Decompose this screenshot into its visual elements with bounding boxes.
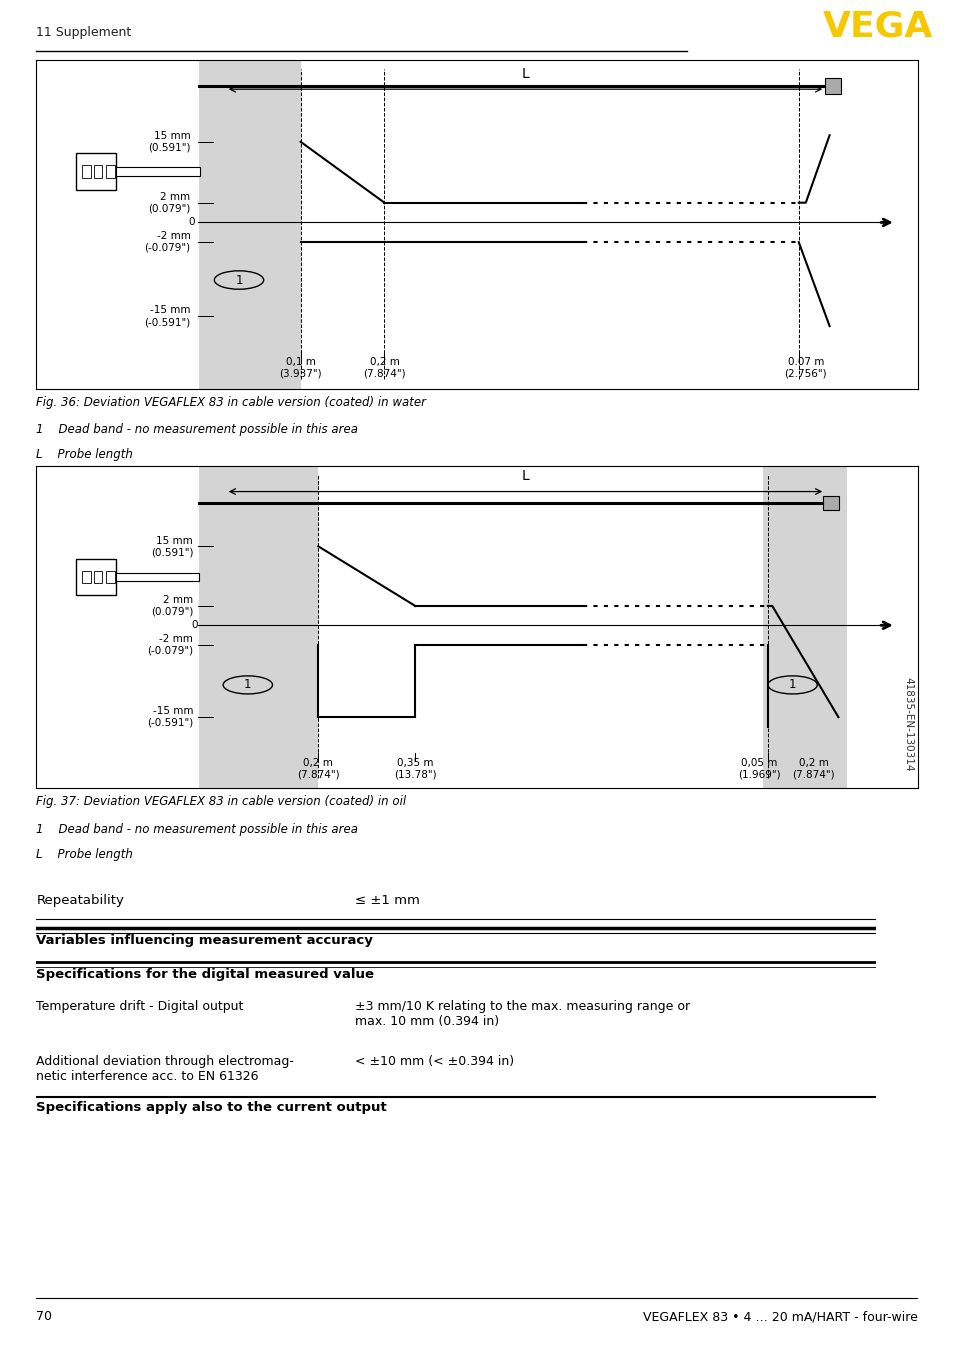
Text: -15 mm
(-0.591"): -15 mm (-0.591")	[147, 707, 193, 728]
Text: Variables influencing measurement accuracy: Variables influencing measurement accura…	[36, 934, 373, 948]
Text: < ±10 mm (< ±0.394 in): < ±10 mm (< ±0.394 in)	[355, 1055, 514, 1067]
Bar	[824, 77, 841, 95]
Text: 41835-EN-130314: 41835-EN-130314	[902, 677, 912, 772]
Text: 0,2 m
(7.874"): 0,2 m (7.874")	[363, 357, 405, 379]
Text: Temperature drift - Digital output: Temperature drift - Digital output	[36, 999, 243, 1013]
Text: 1    Dead band - no measurement possible in this area: 1 Dead band - no measurement possible in…	[36, 823, 358, 835]
Bar	[82, 165, 91, 177]
Bar	[762, 466, 846, 788]
Text: 0.07 m
(2.756"): 0.07 m (2.756")	[783, 357, 826, 379]
Text: Fig. 37: Deviation VEGAFLEX 83 in cable version (coated) in oil: Fig. 37: Deviation VEGAFLEX 83 in cable …	[36, 795, 406, 808]
Text: Additional deviation through electromag-
netic interference acc. to EN 61326: Additional deviation through electromag-…	[36, 1055, 294, 1083]
Text: 1    Dead band - no measurement possible in this area: 1 Dead band - no measurement possible in…	[36, 422, 358, 436]
Text: Fig. 36: Deviation VEGAFLEX 83 in cable version (coated) in water: Fig. 36: Deviation VEGAFLEX 83 in cable …	[36, 395, 426, 409]
Bar	[116, 573, 199, 581]
Text: Specifications for the digital measured value: Specifications for the digital measured …	[36, 968, 374, 980]
Text: 0,2 m
(7.874"): 0,2 m (7.874")	[296, 758, 339, 780]
Text: 0: 0	[189, 218, 194, 227]
Text: VEGAFLEX 83 • 4 … 20 mA/HART - four-wire: VEGAFLEX 83 • 4 … 20 mA/HART - four-wire	[642, 1311, 917, 1323]
Text: 70: 70	[36, 1311, 52, 1323]
Text: 0,2 m
(7.874"): 0,2 m (7.874")	[792, 758, 834, 780]
Text: -15 mm
(-0.591"): -15 mm (-0.591")	[144, 306, 191, 328]
Text: 1: 1	[235, 274, 242, 287]
Text: 1: 1	[244, 678, 252, 692]
Text: 1: 1	[788, 678, 796, 692]
Text: 2 mm
(0.079"): 2 mm (0.079")	[151, 596, 193, 617]
Bar	[116, 167, 200, 176]
Text: 0,1 m
(3.937"): 0,1 m (3.937")	[279, 357, 322, 379]
Text: -2 mm
(-0.079"): -2 mm (-0.079")	[144, 232, 191, 253]
Bar	[106, 165, 114, 177]
Text: 2 mm
(0.079"): 2 mm (0.079")	[148, 192, 191, 214]
Text: ±3 mm/10 K relating to the max. measuring range or
max. 10 mm (0.394 in): ±3 mm/10 K relating to the max. measurin…	[355, 999, 690, 1028]
Text: L    Probe length: L Probe length	[36, 448, 133, 462]
Text: L: L	[521, 470, 529, 483]
Text: Specifications apply also to the current output: Specifications apply also to the current…	[36, 1101, 387, 1114]
Text: VEGA: VEGA	[821, 9, 932, 43]
Bar	[82, 570, 91, 584]
Bar	[76, 559, 116, 594]
Text: L    Probe length: L Probe length	[36, 848, 133, 861]
Text: 0,35 m
(13.78"): 0,35 m (13.78")	[394, 758, 436, 780]
Text: 15 mm
(0.591"): 15 mm (0.591")	[148, 131, 191, 153]
Text: Repeatability: Repeatability	[36, 894, 124, 907]
Bar	[76, 153, 116, 190]
Text: L: L	[521, 66, 529, 81]
Text: 15 mm
(0.591"): 15 mm (0.591")	[151, 536, 193, 556]
Text: 11 Supplement: 11 Supplement	[36, 26, 132, 38]
Bar	[93, 570, 102, 584]
Text: 0,05 m
(1.969"): 0,05 m (1.969")	[737, 758, 780, 780]
Bar	[199, 60, 300, 389]
Bar	[822, 496, 839, 510]
Bar	[199, 466, 318, 788]
Bar	[93, 165, 102, 177]
Text: 0: 0	[191, 620, 197, 631]
Text: ≤ ±1 mm: ≤ ±1 mm	[355, 894, 419, 907]
Bar	[106, 570, 114, 584]
Text: -2 mm
(-0.079"): -2 mm (-0.079")	[147, 634, 193, 655]
